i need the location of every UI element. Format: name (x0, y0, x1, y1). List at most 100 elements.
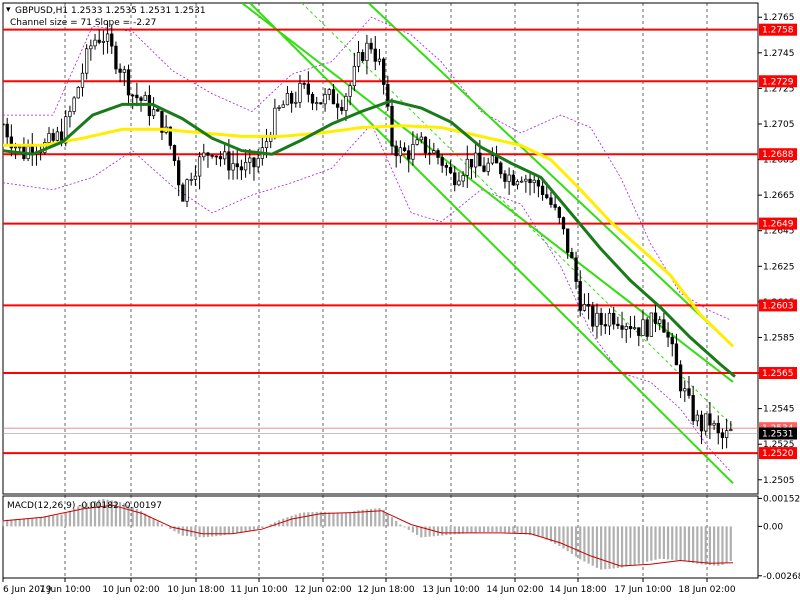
candle-body (540, 185, 545, 196)
symbol-header: GBPUSD,H1 1.2533 1.2535 1.2531 1.2531 (15, 6, 206, 16)
candle-body (181, 184, 185, 202)
candle-body (373, 48, 377, 62)
candle-body (628, 326, 633, 330)
candle-body (285, 93, 290, 106)
price-tick-label: 1.2585 (763, 333, 795, 343)
candle-body (122, 69, 126, 73)
candle-body (151, 109, 156, 117)
candle-body (356, 52, 361, 67)
candle-body (335, 103, 340, 108)
time-label: 7 Jun 10:00 (39, 585, 91, 595)
candle-body (206, 152, 210, 156)
candle-body (93, 39, 97, 47)
candle-body (624, 326, 628, 330)
candle-body (377, 58, 382, 62)
candle-body (156, 109, 160, 112)
level-tag (759, 23, 797, 36)
candle-body (704, 413, 708, 432)
candle-body (227, 151, 231, 171)
candle-body (423, 136, 428, 154)
slow-moving-average (3, 124, 735, 348)
time-label: 14 Jun 02:00 (486, 585, 543, 595)
candle-body (591, 305, 595, 327)
candle-body (402, 147, 407, 152)
candle-body (528, 178, 532, 184)
candle-body (239, 166, 244, 171)
candle-body (89, 45, 93, 50)
candle-body (18, 146, 22, 149)
candle-body (177, 160, 181, 186)
candle-body (47, 133, 51, 143)
candle-body (490, 155, 495, 164)
candle-body (30, 146, 34, 153)
candle-body (486, 162, 490, 172)
candle-body (511, 174, 515, 186)
candle-body (503, 173, 507, 182)
candle-body (444, 165, 449, 168)
price-tick-label: 1.2525 (763, 440, 795, 450)
candle-body (578, 281, 582, 311)
candle-body (691, 395, 695, 422)
macd-tick-label: 0.00152 (763, 494, 800, 504)
price-tick-label: 1.2625 (763, 262, 795, 272)
candle-body (520, 180, 524, 183)
candle-body (712, 422, 716, 426)
chart-menu-icon[interactable]: ▾ (6, 5, 11, 15)
candle-body (469, 158, 474, 168)
current-price-tag (759, 427, 797, 440)
time-label: 12 Jun 02:00 (294, 585, 351, 595)
candle-body (118, 68, 122, 73)
candle-body (461, 175, 465, 182)
candle-body (369, 42, 373, 50)
candle-body (666, 331, 670, 338)
price-tags: 1.2758 1.2729 1.2688 1.2649 1.2603 1.2565 1.25… (759, 23, 797, 460)
price-tick-label: 1.2705 (763, 120, 795, 130)
candle-body (678, 364, 683, 392)
candle-body (729, 429, 733, 431)
current-price-label: 1.2531 (762, 430, 794, 440)
level-tag (759, 217, 797, 230)
candle-body (637, 327, 641, 336)
candle-body (135, 94, 139, 99)
candle-body (126, 69, 131, 96)
candle-body (507, 174, 511, 182)
candle-body (256, 158, 260, 168)
bollinger-bands (3, 16, 731, 472)
candle-body (653, 312, 658, 324)
candle-body (218, 156, 223, 160)
candle-body (448, 166, 453, 174)
candle-body (582, 303, 587, 311)
candle-body (197, 156, 202, 177)
candle-body (252, 157, 256, 168)
level-tag-label: 1.2688 (762, 150, 794, 160)
candle-body (114, 45, 118, 70)
candle-body (474, 152, 478, 168)
time-label: 17 Jun 10:00 (614, 585, 671, 595)
candle-body (298, 83, 302, 103)
candle-body (361, 52, 365, 61)
candle-body (340, 107, 344, 111)
candle-body (457, 180, 461, 186)
candle-body (658, 319, 662, 324)
macd-tick-label: -0.00268 (763, 572, 800, 582)
main-plot-frame (2, 2, 759, 495)
candle-body (85, 48, 89, 74)
candle-body (273, 107, 277, 138)
bollinger-lower (3, 123, 731, 472)
candle-body (465, 158, 469, 176)
candle-body (499, 162, 503, 175)
candle-body (411, 144, 415, 160)
candle-body (64, 116, 68, 144)
candle-body (231, 163, 235, 171)
channel-line (249, 3, 734, 485)
candle-body (566, 228, 570, 253)
candle-body (223, 151, 227, 160)
candle-body (532, 179, 536, 184)
candle-body (724, 430, 729, 438)
candle-body (105, 33, 110, 42)
candle-body (319, 102, 323, 105)
candle-body (3, 123, 5, 126)
level-tag-label: 1.2729 (762, 77, 794, 87)
